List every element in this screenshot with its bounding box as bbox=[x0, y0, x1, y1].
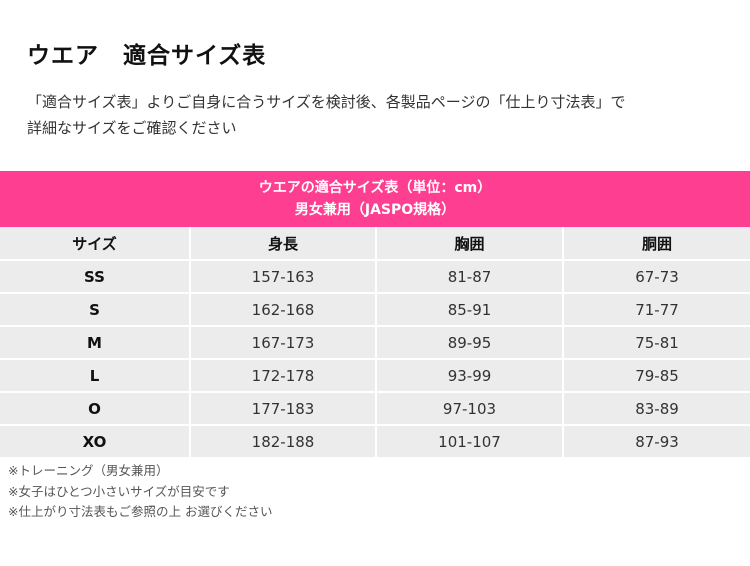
cell-size: XO bbox=[0, 425, 191, 459]
table-row: O 177-183 97-103 83-89 bbox=[0, 392, 750, 426]
cell-height: 167-173 bbox=[190, 326, 377, 360]
note-line: ※女子はひとつ小さいサイズが目安です bbox=[8, 483, 230, 499]
cell-waist: 67-73 bbox=[563, 260, 750, 294]
note-line: ※仕上がり寸法表もご参照の上 お選びください bbox=[8, 504, 273, 519]
table-header-subtitle: 男女兼用（JASPO規格） bbox=[294, 202, 456, 218]
cell-size: L bbox=[0, 359, 191, 393]
cell-size: O bbox=[0, 392, 191, 426]
cell-waist: 87-93 bbox=[563, 425, 750, 459]
cell-waist: 71-77 bbox=[563, 293, 750, 327]
cell-chest: 101-107 bbox=[376, 425, 564, 459]
cell-size: SS bbox=[0, 260, 191, 294]
table-row: M 167-173 89-95 75-81 bbox=[0, 326, 750, 360]
cell-chest: 89-95 bbox=[376, 326, 564, 360]
cell-waist: 83-89 bbox=[563, 392, 750, 426]
table-header: ウエアの適合サイズ表（単位：cm） 男女兼用（JASPO規格） bbox=[0, 171, 750, 227]
intro-line: 「適合サイズ表」よりご自身に合うサイズを検討後、各製品ページの「仕上り寸法表」で bbox=[27, 93, 626, 111]
cell-height: 182-188 bbox=[190, 425, 377, 459]
intro-text: 「適合サイズ表」よりご自身に合うサイズを検討後、各製品ページの「仕上り寸法表」で… bbox=[27, 89, 727, 141]
cell-chest: 97-103 bbox=[376, 392, 564, 426]
intro-line: 詳細なサイズをご確認ください bbox=[27, 119, 237, 137]
cell-chest: 93-99 bbox=[376, 359, 564, 393]
cell-size: M bbox=[0, 326, 191, 360]
column-header-size: サイズ bbox=[0, 227, 191, 261]
table-header-title: ウエアの適合サイズ表（単位：cm） bbox=[258, 180, 492, 196]
column-header-chest: 胸囲 bbox=[376, 227, 564, 261]
table-row: L 172-178 93-99 79-85 bbox=[0, 359, 750, 393]
size-table: ウエアの適合サイズ表（単位：cm） 男女兼用（JASPO規格） サイズ 身長 胸… bbox=[0, 171, 750, 459]
note-line: ※トレーニング（男女兼用） bbox=[8, 463, 169, 478]
table-row: SS 157-163 81-87 67-73 bbox=[0, 260, 750, 294]
table-row: XO 182-188 101-107 87-93 bbox=[0, 425, 750, 459]
cell-waist: 79-85 bbox=[563, 359, 750, 393]
cell-height: 157-163 bbox=[190, 260, 377, 294]
table-row: S 162-168 85-91 71-77 bbox=[0, 293, 750, 327]
page-title: ウエア 適合サイズ表 bbox=[27, 43, 267, 69]
notes: ※トレーニング（男女兼用） ※女子はひとつ小さいサイズが目安です ※仕上がり寸法… bbox=[8, 461, 272, 523]
column-header-waist: 胴囲 bbox=[563, 227, 750, 261]
cell-height: 162-168 bbox=[190, 293, 377, 327]
cell-chest: 81-87 bbox=[376, 260, 564, 294]
cell-chest: 85-91 bbox=[376, 293, 564, 327]
cell-height: 172-178 bbox=[190, 359, 377, 393]
cell-height: 177-183 bbox=[190, 392, 377, 426]
column-header-height: 身長 bbox=[190, 227, 377, 261]
cell-waist: 75-81 bbox=[563, 326, 750, 360]
cell-size: S bbox=[0, 293, 191, 327]
